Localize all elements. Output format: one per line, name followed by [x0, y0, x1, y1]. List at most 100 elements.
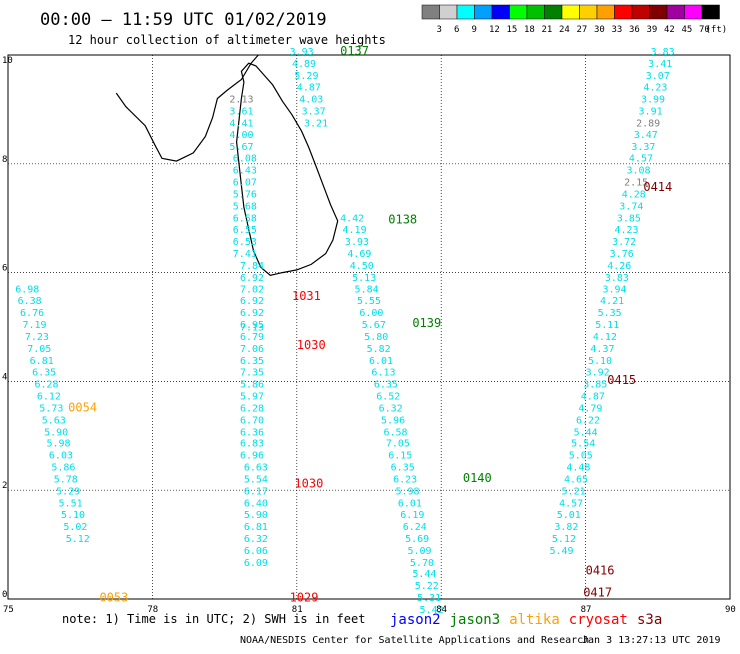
swh-value: 4.41: [229, 118, 253, 129]
swh-value: 5.12: [552, 534, 576, 545]
swh-value: 5.44: [574, 427, 598, 438]
swh-value: 3.21: [304, 118, 328, 129]
swh-value: 6.79: [240, 332, 264, 343]
swh-value: 6.55: [233, 225, 257, 236]
legend-cryosat: cryosat: [569, 612, 628, 628]
scale-label: 18: [524, 25, 535, 35]
swh-value: 6.35: [374, 379, 398, 390]
pass-label: 1029: [290, 591, 319, 605]
swh-value: 6.00: [359, 308, 383, 319]
swh-value: 5.70: [410, 558, 434, 569]
swh-value: 6.01: [398, 499, 422, 510]
swh-value: 5.22: [415, 581, 439, 592]
swh-value: 5.97: [240, 391, 264, 402]
track-1030-north: 2.133.614.414.005.676.086.436.075.765.68…: [229, 94, 268, 568]
pass-label: 0140: [463, 471, 492, 485]
swh-value: 5.10: [588, 356, 612, 367]
footer-timestamp: Jan 3 13:27:13 UTC 2019: [582, 635, 720, 646]
swh-value: 6.32: [244, 534, 268, 545]
pass-label: 1030: [294, 476, 323, 490]
swh-value: 6.03: [49, 451, 73, 462]
swh-value: 3.91: [639, 106, 663, 117]
swh-value: 6.15: [388, 451, 412, 462]
scale-swatch: [421, 4, 440, 20]
swh-value: 6.09: [244, 558, 268, 569]
swh-value: 4.79: [578, 403, 602, 414]
legend-altika: altika: [509, 612, 560, 628]
swh-value: 5.76: [233, 190, 257, 201]
swh-value: 3.07: [646, 71, 670, 82]
scale-swatch: [596, 4, 615, 20]
swh-value: 3.72: [612, 237, 636, 248]
swh-value: 4.23: [643, 82, 667, 93]
y-tick-label: 8: [2, 155, 7, 165]
track-0137: 3.934.895.294.874.033.373.21: [290, 47, 329, 129]
swh-value: 5.68: [233, 201, 257, 212]
swh-value: 2.13: [229, 94, 253, 105]
pass-label: 0137: [340, 44, 369, 58]
swh-value: 5.82: [367, 344, 391, 355]
swh-value: 6.35: [32, 367, 56, 378]
swh-value: 4.00: [229, 130, 253, 141]
swh-value: 6.52: [376, 391, 400, 402]
altimeter-tracks: 3.934.895.294.874.033.373.21 2.133.614.41…: [15, 47, 674, 616]
swh-value: 6.17: [244, 487, 268, 498]
pass-label: 0415: [607, 373, 636, 387]
scale-label: 6: [454, 25, 459, 35]
scale-label: 33: [612, 25, 623, 35]
y-tick-label: 2: [2, 481, 7, 491]
swh-value: 4.50: [350, 261, 374, 272]
scale-swatch: [509, 4, 528, 20]
swh-value: 6.96: [240, 451, 264, 462]
footer-credit: NOAA/NESDIS Center for Satellite Applica…: [240, 635, 589, 646]
swh-value: 7.02: [240, 285, 264, 296]
swh-value: 5.12: [66, 534, 90, 545]
footer-note: note: 1) Time is in UTC; 2) SWH is in fe…: [62, 612, 365, 626]
swh-value: 5.80: [364, 332, 388, 343]
swh-value: 6.22: [576, 415, 600, 426]
swh-value: 4.37: [590, 344, 614, 355]
swh-value: 6.08: [233, 154, 257, 165]
scale-swatch: [631, 4, 650, 20]
scale-swatch: [491, 4, 510, 20]
graticule: [8, 55, 730, 599]
swh-value: 4.89: [292, 59, 316, 70]
swh-value: 3.82: [554, 522, 578, 533]
swh-value: 5.13: [352, 273, 376, 284]
swh-value: 4.12: [593, 332, 617, 343]
swh-value: 5.29: [294, 71, 318, 82]
swh-value: 6.81: [30, 356, 54, 367]
swh-value: 5.11: [595, 320, 619, 331]
swh-value: 3.83: [651, 47, 675, 58]
swh-value: 5.55: [357, 296, 381, 307]
swh-value: 6.92: [240, 308, 264, 319]
scale-swatch: [526, 4, 545, 20]
swh-value: 6.81: [244, 522, 268, 533]
scale-label: 42: [664, 25, 675, 35]
pass-label: 1030: [297, 338, 326, 352]
pass-label: 0417: [583, 585, 612, 599]
swh-value: 5.49: [550, 546, 574, 557]
swh-value: 2.15: [624, 178, 648, 189]
swh-value: 5.67: [229, 142, 253, 153]
swh-value: 3.93: [345, 237, 369, 248]
scale-label: 36: [629, 25, 640, 35]
swh-value: 3.47: [634, 130, 658, 141]
pass-label: 0414: [643, 180, 672, 194]
scale-swatch: [666, 4, 685, 20]
swh-value: 4.87: [581, 391, 605, 402]
pass-label: 1031: [292, 289, 321, 303]
swh-value: 6.06: [244, 546, 268, 557]
swh-value: 6.07: [233, 178, 257, 189]
pass-label: 0054: [68, 400, 97, 414]
swh-value: 5.63: [42, 415, 66, 426]
swh-value: 6.83: [240, 439, 264, 450]
swh-value: 5.35: [598, 308, 622, 319]
scale-label: 27: [577, 25, 588, 35]
swh-value: 6.36: [240, 427, 264, 438]
scale-label: 15: [507, 25, 518, 35]
swh-value: 4.28: [622, 190, 646, 201]
swh-value: 3.08: [627, 166, 651, 177]
swh-value: 5.86: [51, 463, 75, 474]
